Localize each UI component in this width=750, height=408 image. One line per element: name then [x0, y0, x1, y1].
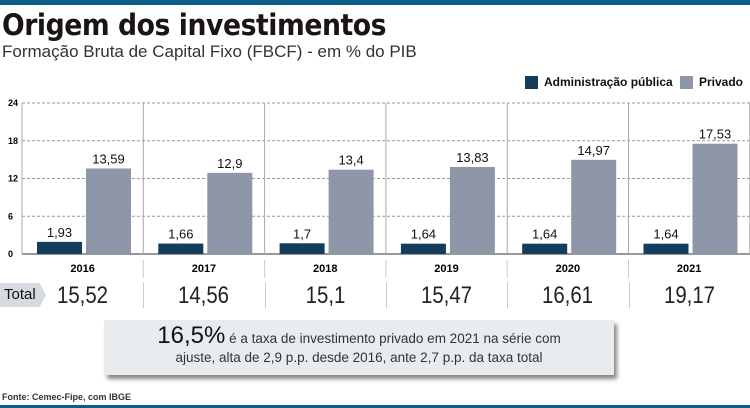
data-label: 1,7 — [293, 226, 311, 241]
total-value: 15,47 — [420, 282, 472, 309]
data-label: 12,9 — [217, 156, 242, 171]
total-value: 19,17 — [663, 282, 715, 309]
x-tick-label: 2018 — [313, 263, 337, 275]
bar-private — [328, 169, 374, 254]
bar-chart: 0 6 12 18 24 1,93 13,59 2016 1,66 12,9 2017 1,7 13,4… — [8, 98, 750, 278]
bar-private — [207, 172, 253, 254]
legend-swatch — [680, 75, 693, 89]
legend-item-private: Privado — [680, 75, 743, 89]
callout-box: 16,5% é a taxa de investimento privado e… — [104, 320, 614, 375]
bar-private — [571, 159, 617, 254]
x-tick-label: 2017 — [192, 263, 216, 275]
bar-public — [643, 243, 689, 254]
total-value: 15,1 — [305, 282, 345, 309]
data-label: 13,59 — [92, 151, 125, 166]
callout-text-1: é a taxa de investimento privado em 2021… — [225, 331, 561, 346]
total-value: 15,52 — [56, 282, 109, 309]
data-label: 17,53 — [699, 127, 732, 142]
data-label: 13,4 — [338, 153, 363, 168]
total-divider — [628, 282, 630, 308]
bar-private — [86, 168, 131, 254]
data-label: 1,66 — [168, 227, 193, 242]
data-label: 13,83 — [456, 150, 489, 165]
bar-public — [400, 243, 446, 254]
y-tick-label: 6 — [8, 211, 13, 221]
total-divider — [385, 282, 387, 308]
chart-title: Origem dos investimentos — [2, 8, 387, 42]
data-label: 1,64 — [411, 227, 436, 242]
y-tick-label: 0 — [8, 249, 13, 259]
callout-highlight: 16,5% — [157, 322, 226, 349]
total-value: 14,56 — [178, 282, 230, 309]
y-tick-label: 18 — [8, 136, 18, 146]
bar-private — [692, 143, 738, 254]
callout-text-2: ajuste, alta de 2,9 p.p. desde 2016, ant… — [175, 350, 543, 365]
legend-item-public: Administração pública — [525, 75, 673, 89]
total-label: Total — [0, 283, 46, 307]
x-tick-label: 2016 — [70, 263, 94, 275]
bar-public — [522, 243, 568, 254]
data-label: 1,64 — [653, 227, 678, 242]
total-divider — [507, 282, 509, 308]
total-divider — [143, 282, 145, 308]
bottom-bar — [0, 405, 750, 408]
legend-label: Administração pública — [544, 75, 673, 89]
x-tick-label: 2020 — [556, 263, 580, 275]
source-note: Fonte: Cemec-Fipe, com IBGE — [2, 392, 132, 402]
data-label: 14,97 — [577, 143, 610, 158]
chart-subtitle: Formação Bruta de Capital Fixo (FBCF) - … — [2, 42, 417, 61]
y-tick-label: 12 — [8, 174, 18, 184]
x-tick-label: 2021 — [677, 263, 701, 275]
y-tick-label: 24 — [8, 98, 18, 108]
bar-private — [449, 166, 495, 254]
bar-public — [279, 243, 325, 254]
data-label: 1,93 — [47, 225, 72, 240]
x-tick-label: 2019 — [434, 263, 458, 275]
total-divider — [264, 282, 266, 308]
legend-label: Privado — [699, 75, 744, 89]
total-value: 16,61 — [542, 282, 594, 309]
bar-public — [37, 241, 82, 254]
top-bar — [0, 0, 750, 5]
legend-swatch — [525, 75, 538, 89]
bar-public — [158, 243, 204, 254]
data-label: 1,64 — [532, 227, 557, 242]
